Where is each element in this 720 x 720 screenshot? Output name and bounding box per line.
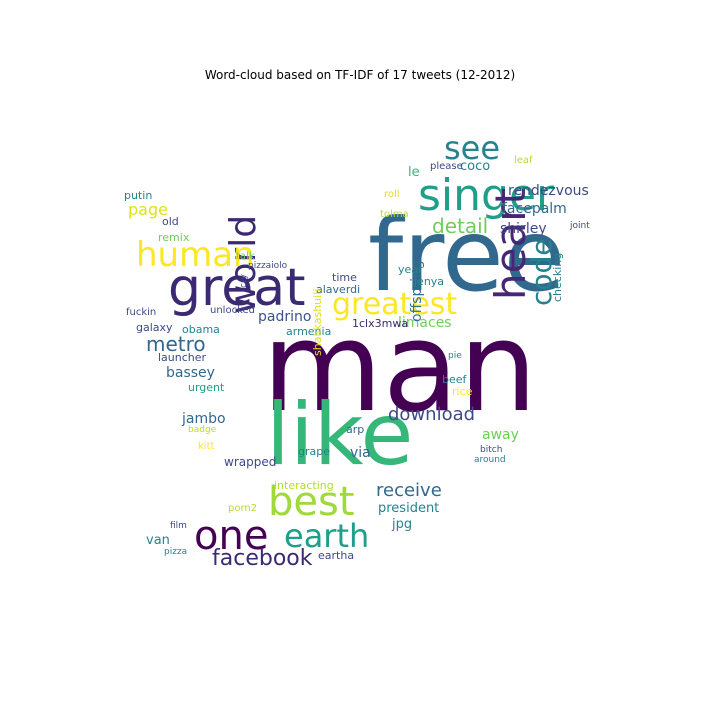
- word-film: film: [170, 521, 187, 531]
- word-like: like: [266, 385, 414, 485]
- word-receive: receive: [376, 480, 442, 501]
- word-bassey: bassey: [166, 365, 215, 381]
- word-old: old: [162, 215, 179, 228]
- word-man: man: [262, 296, 538, 440]
- word-alaverdi: alaverdi: [316, 283, 361, 296]
- word-van: van: [146, 533, 170, 548]
- word-please: please: [430, 161, 463, 172]
- word-galaxy: galaxy: [136, 321, 173, 334]
- word-greatest: greatest: [332, 287, 458, 322]
- word-singer: singer: [418, 170, 555, 221]
- word-armenia: armenia: [286, 325, 332, 338]
- word-leaf: leaf: [514, 155, 533, 166]
- word-cry: cry: [239, 274, 249, 288]
- word-le: le: [408, 165, 420, 180]
- word-detail: detail: [432, 214, 489, 238]
- word-jpg: jpg: [392, 517, 413, 532]
- word-joint: joint: [570, 221, 590, 231]
- word-obama: obama: [182, 323, 220, 336]
- word-via: via: [350, 445, 371, 461]
- word-around: around: [474, 455, 506, 465]
- word-best: best: [268, 479, 355, 525]
- word-free: free: [368, 197, 566, 314]
- word-remix: remix: [158, 231, 190, 244]
- word-see: see: [444, 129, 501, 167]
- word-beef: beef: [442, 373, 467, 386]
- word-page: page: [128, 200, 168, 219]
- word-checking: checking: [551, 252, 564, 302]
- word-unlocked: unlocked: [210, 305, 256, 316]
- word-grape: grape: [298, 445, 330, 458]
- word-jenya: jenya: [414, 275, 445, 288]
- word-limaces: limaces: [398, 315, 452, 331]
- word-badge: badge: [188, 425, 217, 435]
- word-rendezvous: rendezvous: [508, 183, 589, 199]
- word-launcher: launcher: [158, 351, 207, 364]
- word-great: great: [168, 258, 306, 318]
- word-download: download: [388, 404, 476, 425]
- word-wrapped: wrapped: [224, 455, 277, 469]
- word-facepalm: facepalm: [502, 201, 567, 217]
- word-kitt: kitt: [198, 441, 215, 452]
- word-padrino: padrino: [258, 309, 312, 325]
- word-1clx3mwa: 1clx3mwa: [352, 317, 409, 330]
- word-talk: talk: [236, 251, 255, 262]
- word-bitch: bitch: [480, 445, 503, 455]
- word-pie: pie: [448, 351, 462, 361]
- word-coco: coco: [460, 159, 491, 174]
- word-pizzaiolo: pizzaiolo: [248, 261, 288, 271]
- word-fuckin: fuckin: [126, 307, 157, 318]
- word-eartha: eartha: [318, 549, 355, 562]
- chart-title: Word-cloud based on TF-IDF of 17 tweets …: [204, 68, 516, 82]
- word-rice: rice: [452, 385, 473, 398]
- word-facebook: facebook: [212, 546, 313, 571]
- word-tolma: tolma: [380, 209, 409, 220]
- word-metro: metro: [146, 332, 206, 356]
- word-one: one: [194, 513, 269, 559]
- word-shirley: shirley: [500, 221, 547, 237]
- word-president: president: [378, 501, 440, 516]
- word-porn2: porn2: [228, 503, 258, 514]
- word-year: year: [398, 263, 423, 276]
- word-pizza: pizza: [164, 547, 188, 557]
- word-interacting: interacting: [274, 479, 334, 492]
- word-roll: roll: [384, 189, 400, 200]
- word-human: human: [136, 235, 255, 275]
- word-jambo: jambo: [182, 411, 226, 427]
- word-shalikashuili: shalikashuili: [311, 288, 324, 356]
- word-arp: arp: [346, 423, 365, 436]
- word-earth: earth: [284, 517, 370, 555]
- word-time: time: [332, 271, 357, 284]
- word-putin: putin: [124, 189, 153, 202]
- word-urgent: urgent: [188, 381, 225, 394]
- word-away: away: [482, 427, 519, 443]
